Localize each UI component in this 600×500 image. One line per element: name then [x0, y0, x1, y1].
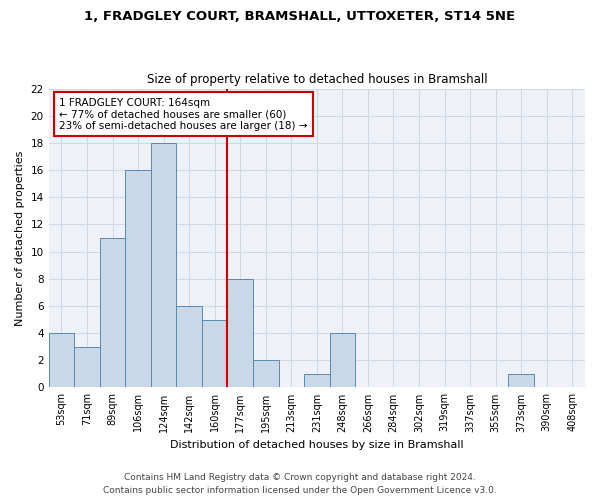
Y-axis label: Number of detached properties: Number of detached properties [15, 150, 25, 326]
Bar [329, 333, 355, 388]
Text: 1, FRADGLEY COURT, BRAMSHALL, UTTOXETER, ST14 5NE: 1, FRADGLEY COURT, BRAMSHALL, UTTOXETER,… [85, 10, 515, 23]
Text: Contains HM Land Registry data © Crown copyright and database right 2024.
Contai: Contains HM Land Registry data © Crown c… [103, 474, 497, 495]
Bar [100, 238, 125, 388]
Bar [125, 170, 151, 388]
Text: 1 FRADGLEY COURT: 164sqm
← 77% of detached houses are smaller (60)
23% of semi-d: 1 FRADGLEY COURT: 164sqm ← 77% of detach… [59, 98, 308, 130]
Title: Size of property relative to detached houses in Bramshall: Size of property relative to detached ho… [146, 73, 487, 86]
Bar [227, 278, 253, 388]
Bar [304, 374, 329, 388]
X-axis label: Distribution of detached houses by size in Bramshall: Distribution of detached houses by size … [170, 440, 464, 450]
Bar [508, 374, 534, 388]
Bar [176, 306, 202, 388]
Bar [151, 143, 176, 388]
Bar [49, 333, 74, 388]
Bar [253, 360, 278, 388]
Bar [202, 320, 227, 388]
Bar [74, 346, 100, 388]
